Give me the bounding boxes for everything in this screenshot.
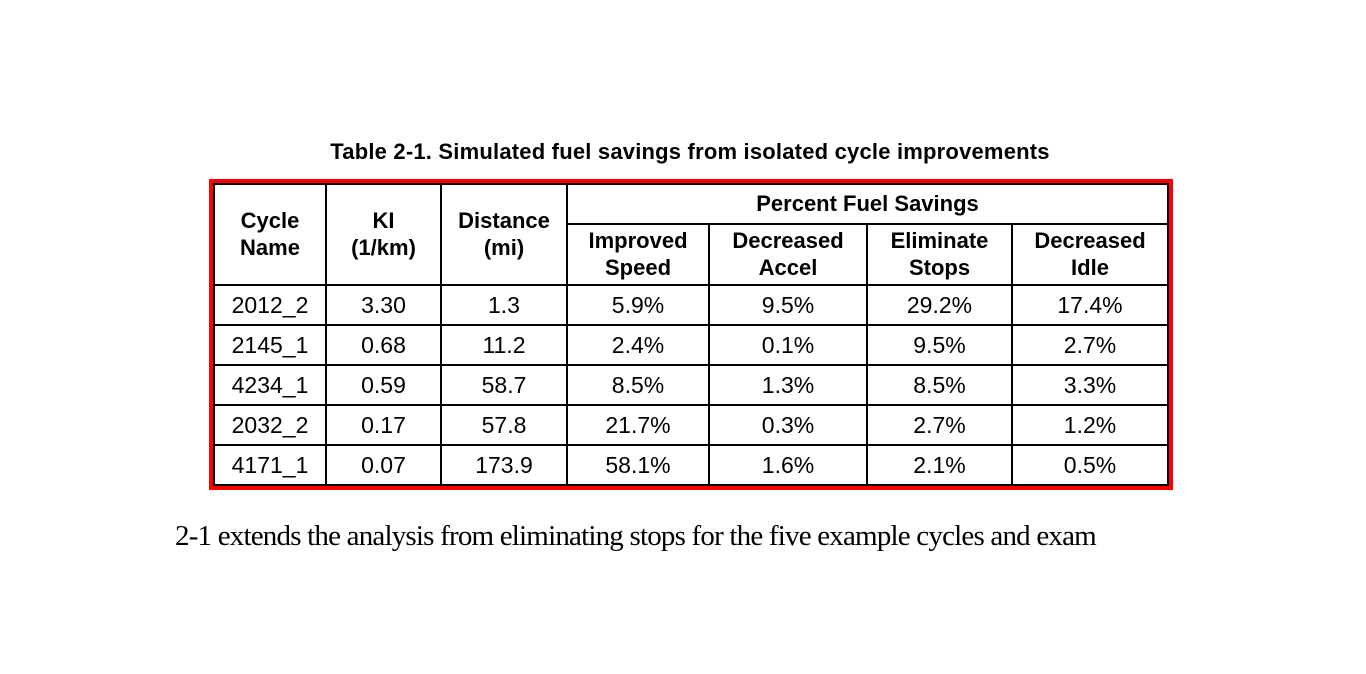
cell-ki: 0.68	[325, 324, 442, 366]
cell-decreased-accel: 1.6%	[708, 444, 868, 486]
column-group-header-percent-fuel-savings: Percent Fuel Savings	[566, 183, 1169, 225]
column-header-decreased-accel: Decreased Accel	[708, 223, 868, 286]
cell-decreased-accel: 0.1%	[708, 324, 868, 366]
column-header-cycle-name: Cycle Name	[213, 183, 327, 286]
cell-decreased-idle: 1.2%	[1011, 404, 1169, 446]
cell-improved-speed: 2.4%	[566, 324, 710, 366]
cell-ki: 0.59	[325, 364, 442, 406]
cell-eliminate-stops: 9.5%	[866, 324, 1013, 366]
cell-decreased-accel: 0.3%	[708, 404, 868, 446]
paragraph-text: 2-1 extends the analysis from eliminatin…	[175, 520, 1097, 552]
table-red-frame: Cycle Name KI (1/km) Distance (mi) Perce…	[209, 179, 1173, 490]
cell-distance: 58.7	[440, 364, 568, 406]
cell-cycle-name: 4171_1	[213, 444, 327, 486]
table-row: 2032_2 0.17 57.8 21.7% 0.3% 2.7% 1.2%	[213, 404, 1169, 446]
cell-cycle-name: 2145_1	[213, 324, 327, 366]
cell-decreased-idle: 2.7%	[1011, 324, 1169, 366]
cell-improved-speed: 58.1%	[566, 444, 710, 486]
column-header-distance: Distance (mi)	[440, 183, 568, 286]
cell-decreased-accel: 1.3%	[708, 364, 868, 406]
cell-improved-speed: 5.9%	[566, 284, 710, 326]
header-row-group: Cycle Name KI (1/km) Distance (mi) Perce…	[213, 183, 1169, 286]
column-header-ki: KI (1/km)	[325, 183, 442, 286]
header-row-sub: Improved Speed Decreased Accel Eliminate…	[214, 223, 1169, 286]
cell-decreased-idle: 0.5%	[1011, 444, 1169, 486]
cell-cycle-name: 4234_1	[213, 364, 327, 406]
table-caption: Table 2-1. Simulated fuel savings from i…	[330, 139, 1050, 164]
cell-eliminate-stops: 2.1%	[866, 444, 1013, 486]
cell-decreased-accel: 9.5%	[708, 284, 868, 326]
cell-improved-speed: 8.5%	[566, 364, 710, 406]
cell-decreased-idle: 17.4%	[1011, 284, 1169, 326]
cell-cycle-name: 2032_2	[213, 404, 327, 446]
cell-improved-speed: 21.7%	[566, 404, 710, 446]
column-header-improved-speed: Improved Speed	[566, 223, 710, 286]
column-header-eliminate-stops: Eliminate Stops	[866, 223, 1013, 286]
cell-ki: 3.30	[325, 284, 442, 326]
cell-ki: 0.17	[325, 404, 442, 446]
cell-eliminate-stops: 8.5%	[866, 364, 1013, 406]
cell-distance: 173.9	[440, 444, 568, 486]
table-row: 2012_2 3.30 1.3 5.9% 9.5% 29.2% 17.4%	[213, 284, 1169, 326]
cell-cycle-name: 2012_2	[213, 284, 327, 326]
cell-decreased-idle: 3.3%	[1011, 364, 1169, 406]
column-header-decreased-idle: Decreased Idle	[1011, 223, 1169, 286]
table-row: 4234_1 0.59 58.7 8.5% 1.3% 8.5% 3.3%	[213, 364, 1169, 406]
table-row: 4171_1 0.07 173.9 58.1% 1.6% 2.1% 0.5%	[213, 444, 1169, 486]
cell-ki: 0.07	[325, 444, 442, 486]
cell-eliminate-stops: 29.2%	[866, 284, 1013, 326]
cell-eliminate-stops: 2.7%	[866, 404, 1013, 446]
table-row: 2145_1 0.68 11.2 2.4% 0.1% 9.5% 2.7%	[213, 324, 1169, 366]
cell-distance: 11.2	[440, 324, 568, 366]
cell-distance: 1.3	[440, 284, 568, 326]
fuel-savings-table: Cycle Name KI (1/km) Distance (mi) Perce…	[213, 183, 1169, 486]
cell-distance: 57.8	[440, 404, 568, 446]
